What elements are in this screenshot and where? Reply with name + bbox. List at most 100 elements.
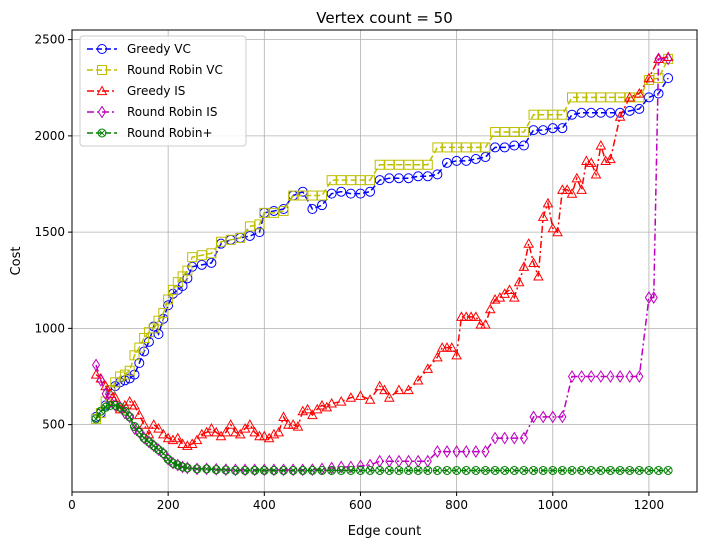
marker-ring [605,465,615,475]
data-point [643,75,654,86]
data-point [167,434,179,445]
data-point [374,159,385,170]
data-point [452,465,462,475]
data-point [133,409,145,420]
marker-ring [230,465,240,475]
marker-cross [116,404,124,411]
data-point [258,430,270,441]
data-point [446,342,458,352]
marker-ring [158,449,168,458]
marker-cross [530,467,537,474]
data-point [452,445,461,459]
marker-cross [150,442,157,449]
data-point [230,426,241,437]
data-point [634,465,644,475]
marker-cross [203,465,210,473]
marker-ring [413,465,423,475]
data-point [576,92,587,103]
marker-ring [130,422,139,432]
data-point [196,250,207,261]
marker-cross [184,464,191,472]
marker-ring [490,465,500,475]
data-point [509,465,519,475]
marker-cross [270,467,278,474]
data-point [307,190,318,201]
data-point [206,257,217,268]
marker-cross [511,467,518,474]
data-point [595,139,607,150]
data-point [365,186,376,197]
marker-ring [625,465,635,475]
marker-ring [375,465,385,475]
data-point [163,294,174,305]
marker-cross [299,467,306,474]
series-5 [91,400,673,475]
data-point [244,230,255,241]
data-point [499,142,510,153]
data-point [394,465,404,475]
data-point [509,140,520,151]
data-point [355,465,365,475]
data-point [364,394,376,404]
data-point [663,73,674,84]
marker-ring [240,465,250,475]
data-point [614,111,626,121]
data-point [528,109,539,120]
marker-ring [615,465,625,475]
data-point [581,155,592,165]
data-point [518,261,530,271]
data-point [125,412,135,422]
x-tick-label: 1200 [634,498,665,512]
data-point [336,186,347,197]
data-point [244,419,256,429]
data-point [157,428,169,439]
data-point [413,171,424,182]
data-point [288,190,299,201]
data-point [230,465,240,475]
data-point [346,465,356,475]
data-point [500,431,509,445]
marker-ring [519,465,529,475]
marker-cross [366,467,374,474]
marker-ring [423,465,433,475]
data-point [585,157,597,167]
data-point [547,222,559,233]
marker-cross [232,467,239,474]
data-point [586,107,597,118]
data-point [393,159,404,170]
marker-ring [586,465,596,475]
data-point [100,380,112,391]
data-point [250,465,260,475]
data-point [643,72,655,83]
data-point [269,465,279,475]
data-point [95,408,106,419]
marker-ring [250,465,260,475]
data-point [442,142,452,153]
data-point [298,465,308,475]
data-point [158,307,169,318]
marker-cross [126,413,133,421]
data-point [249,426,261,437]
data-point [532,270,544,281]
marker-cross [160,450,167,457]
data-point [566,188,578,198]
data-point [91,358,101,372]
data-point [586,92,597,103]
data-point [422,363,434,373]
data-point [268,428,280,439]
data-point [182,440,193,450]
marker-cross [174,461,181,469]
data-point [480,142,491,153]
data-point [480,318,491,329]
data-point [571,172,583,183]
data-point [538,109,549,120]
data-point [548,410,557,424]
marker-cross [645,467,653,474]
marker-ring [120,406,130,416]
data-point [634,103,645,114]
data-point [254,227,265,238]
series-line [95,404,669,472]
data-point [288,465,298,475]
marker-cross [98,129,106,137]
data-point [490,142,501,153]
